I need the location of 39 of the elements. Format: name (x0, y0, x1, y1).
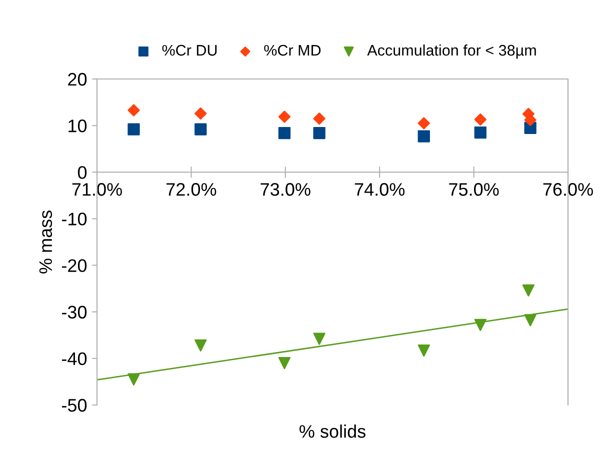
x-tick-label: 75.0% (449, 183, 499, 196)
point (194, 339, 207, 352)
point (474, 318, 486, 331)
y-axis-title: % mass (39, 210, 52, 274)
point (418, 117, 430, 130)
point (313, 126, 326, 140)
point (418, 344, 430, 357)
point (278, 357, 291, 370)
y-tick-label: -10 (62, 212, 87, 226)
x-tick-label: 73.0% (260, 183, 310, 196)
y-tick-label: 10 (68, 120, 87, 132)
y-tick-label: -50 (62, 398, 87, 412)
point (313, 332, 326, 345)
point (128, 123, 140, 136)
y-tick-label: -30 (62, 306, 87, 319)
point (474, 113, 486, 126)
legend-label: Accumulation for < 38µm (367, 44, 536, 59)
x-tick-label: 76.0% (543, 183, 593, 196)
point (194, 107, 207, 120)
point (128, 373, 140, 386)
point (278, 110, 291, 123)
point (474, 126, 486, 139)
x-axis-title: % solids (300, 424, 366, 438)
y-tick-label: -20 (62, 259, 87, 272)
point (524, 314, 536, 326)
point (522, 284, 535, 297)
point (194, 123, 207, 136)
y-tick-label: 20 (68, 72, 87, 86)
point (313, 112, 326, 125)
point (278, 126, 291, 140)
x-tick-label: 71.0% (72, 183, 122, 196)
y-tick-label: -40 (62, 352, 87, 366)
legend-label: %Cr DU (162, 44, 217, 56)
y-tick-label: 0 (78, 166, 87, 179)
x-tick-label: 74.0% (354, 183, 405, 196)
legend-label: %Cr MD (264, 44, 321, 56)
point (418, 130, 430, 142)
x-tick-label: 72.0% (166, 183, 216, 196)
point (128, 104, 140, 116)
